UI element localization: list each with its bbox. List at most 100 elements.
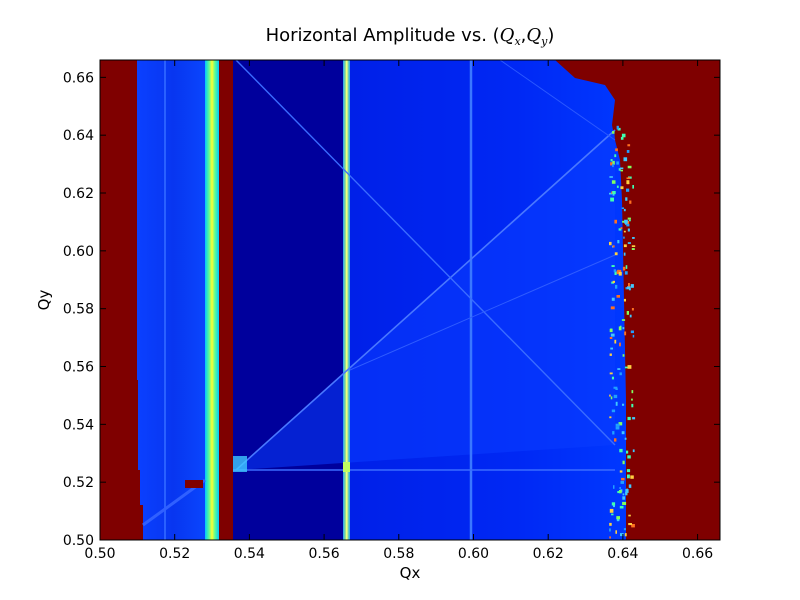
boundary-speckle (615, 426, 620, 430)
boundary-speckle (632, 237, 635, 239)
boundary-speckle (626, 150, 630, 153)
boundary-speckle (624, 533, 627, 537)
boundary-speckle (623, 252, 626, 256)
artifact-hot-node (343, 462, 350, 472)
boundary-speckle (628, 523, 632, 526)
boundary-speckle (632, 449, 635, 453)
boundary-speckle (623, 528, 626, 531)
boundary-speckle (619, 167, 624, 170)
chart-title: Horizontal Amplitude vs. (Qx,Qy) (266, 25, 555, 48)
boundary-speckle (632, 417, 636, 420)
boundary-speckle (614, 438, 617, 442)
x-tick-label: 0.64 (607, 546, 638, 562)
boundary-speckle (628, 514, 631, 517)
boundary-speckle (627, 455, 631, 459)
boundary-speckle (621, 207, 624, 209)
plot-frame (99, 59, 721, 541)
boundary-speckle (619, 448, 623, 453)
boundary-speckle (609, 353, 612, 356)
boundary-speckle (630, 475, 634, 479)
y-tick-label: 0.52 (63, 475, 94, 491)
y-tick-label: 0.54 (63, 417, 94, 433)
boundary-speckle (612, 280, 615, 283)
boundary-speckle (618, 422, 623, 426)
boundary-speckle (620, 227, 623, 229)
boundary-speckle (620, 481, 624, 484)
boundary-speckle (622, 327, 625, 330)
boundary-speckle (627, 182, 630, 185)
x-tick-label: 0.58 (383, 546, 414, 562)
boundary-speckle (632, 185, 634, 189)
boundary-speckle (611, 513, 614, 516)
boundary-speckle (611, 502, 616, 506)
boundary-speckle (613, 386, 618, 389)
boundary-speckle (619, 487, 621, 489)
boundary-speckle (617, 240, 620, 244)
boundary-speckle (621, 133, 626, 138)
boundary-speckle (609, 337, 613, 339)
boundary-speckle (609, 192, 613, 195)
boundary-speckle (616, 161, 619, 165)
boundary-speckle (626, 450, 629, 454)
boundary-speckle (611, 265, 615, 267)
boundary-speckle (624, 271, 628, 275)
boundary-speckle (631, 245, 636, 247)
boundary-speckle (631, 398, 633, 401)
artifact-left-cluster (233, 456, 247, 472)
y-tick-label: 0.58 (63, 302, 94, 318)
boundary-speckle (626, 220, 630, 225)
boundary-speckle (610, 347, 613, 350)
resonance-diagonal-shallow (349, 254, 616, 371)
boundary-speckle (610, 159, 613, 162)
boundary-speckle (623, 208, 626, 212)
boundary-speckle (614, 339, 617, 344)
boundary-speckle (617, 269, 622, 274)
y-tick-label: 0.60 (63, 244, 94, 260)
boundary-speckle (622, 501, 627, 505)
boundary-speckle (624, 219, 628, 224)
boundary-speckle (616, 185, 619, 188)
y-tick-label: 0.62 (63, 186, 94, 202)
boundary-speckle (631, 248, 635, 250)
x-axis-label: Qx (400, 564, 421, 582)
boundary-speckle (611, 409, 616, 413)
boundary-speckle (614, 271, 617, 275)
boundary-speckle (631, 524, 635, 528)
boundary-speckle (626, 469, 631, 473)
boundary-speckle (624, 331, 627, 336)
boundary-speckle (612, 191, 616, 195)
x-tick-label: 0.56 (309, 546, 340, 562)
boundary-speckle (613, 394, 618, 399)
y-axis: 0.50 0.52 0.54 0.56 0.58 0.60 0.62 0.64 0.66 (63, 70, 720, 549)
boundary-speckle (620, 136, 624, 140)
boundary-speckle (612, 160, 615, 165)
boundary-speckle (609, 328, 613, 333)
boundary-speckle (618, 271, 622, 276)
boundary-speckle (614, 219, 617, 224)
x-tick-label: 0.50 (84, 546, 115, 562)
boundary-speckle (609, 536, 611, 539)
resonance-lines (142, 60, 616, 540)
boundary-speckle (622, 403, 625, 406)
boundary-speckle (630, 284, 634, 288)
boundary-speckle (624, 437, 627, 440)
boundary-speckle (629, 314, 632, 318)
boundary-speckle (626, 180, 630, 185)
boundary-speckle (620, 169, 623, 172)
resonance-upper-right (499, 60, 616, 141)
boundary-speckle (610, 333, 615, 337)
boundary-speckle (619, 342, 621, 347)
boundary-speckle (609, 522, 612, 526)
boundary-speckle (617, 368, 621, 370)
boundary-speckle (609, 416, 612, 419)
boundary-speckle (616, 295, 620, 298)
x-tick-label: 0.62 (533, 546, 564, 562)
boundary-speckle (627, 165, 632, 169)
boundary-speckle (630, 330, 634, 334)
boundary-speckle (622, 496, 626, 500)
boundary-speckle (620, 186, 624, 190)
x-axis: 0.50 0.52 0.54 0.56 0.58 0.60 0.62 0.64 0.66 (84, 60, 713, 562)
boundary-speckle (625, 265, 628, 269)
resonance-diagonal-down (235, 60, 616, 446)
